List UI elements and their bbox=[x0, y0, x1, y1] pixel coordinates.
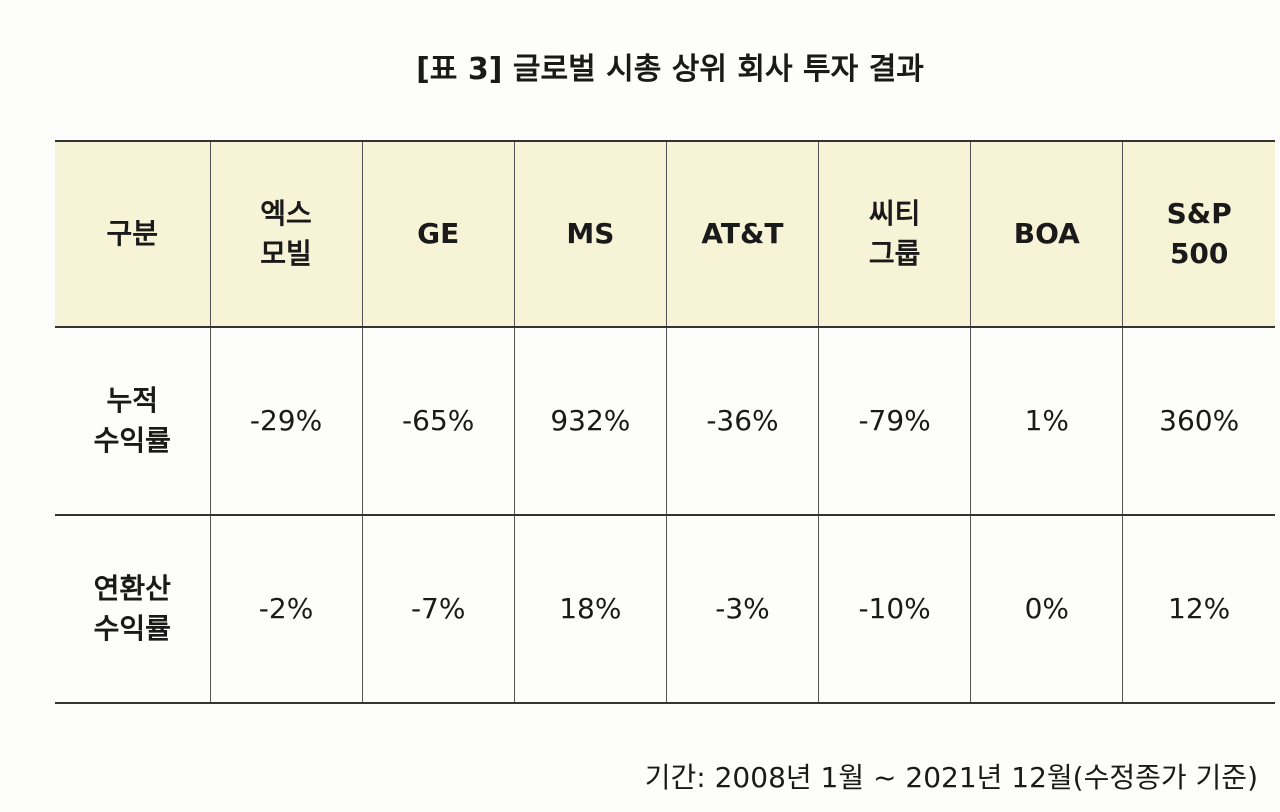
cell-line: 수익률 bbox=[93, 612, 171, 645]
cell-line: GE bbox=[417, 217, 460, 250]
header-cell: MS bbox=[513, 141, 667, 327]
cell-line: S&P bbox=[1166, 197, 1232, 230]
results-table: 구분 엑스 모빌 GE MS AT&T 씨티 그룹 BOA S&P 500 누적 수익률 -29% -65%… bbox=[55, 140, 1275, 704]
cell-line: 구분 bbox=[106, 217, 159, 250]
cell-line: 수익률 bbox=[93, 424, 171, 457]
table-title: [표 3] 글로벌 시총 상위 회사 투자 결과 bbox=[416, 52, 924, 87]
cell-line: 누적 bbox=[106, 384, 159, 417]
cell-line: BOA bbox=[1013, 217, 1080, 250]
value-cell: -3% bbox=[665, 515, 819, 703]
value-cell: 0% bbox=[970, 515, 1123, 703]
cell-line: 연환산 bbox=[93, 572, 171, 605]
value-cell: 1% bbox=[970, 327, 1123, 515]
data-row: 누적 수익률 -29% -65% 932% -36% -79% 1% 360% bbox=[55, 327, 1275, 515]
cell-line: 씨티 bbox=[868, 197, 921, 230]
header-cell: AT&T bbox=[665, 141, 819, 327]
header-cell: S&P 500 bbox=[1122, 141, 1275, 327]
cell-line: 그룹 bbox=[868, 237, 921, 270]
value-cell: 932% bbox=[513, 327, 667, 515]
value-cell: -7% bbox=[361, 515, 515, 703]
cell-line: 500 bbox=[1169, 237, 1229, 270]
value-cell: -2% bbox=[209, 515, 363, 703]
value-cell: -29% bbox=[209, 327, 363, 515]
cell-line: 모빌 bbox=[260, 237, 312, 270]
footnote: 기간: 2008년 1월 ~ 2021년 12월(수정종가 기준) bbox=[644, 761, 1258, 794]
value-cell: -65% bbox=[361, 327, 515, 515]
header-cell: BOA bbox=[970, 141, 1123, 327]
value-cell: -36% bbox=[665, 327, 819, 515]
cell-line: AT&T bbox=[701, 217, 784, 250]
header-cell: GE bbox=[361, 141, 515, 327]
header-cell: 구분 bbox=[55, 141, 210, 327]
value-cell: 12% bbox=[1122, 515, 1275, 703]
value-cell: 360% bbox=[1122, 327, 1275, 515]
data-row: 연환산 수익률 -2% -7% 18% -3% -10% 0% 12% bbox=[55, 515, 1275, 703]
value-cell: 18% bbox=[513, 515, 667, 703]
value-cell: -10% bbox=[818, 515, 971, 703]
cell-line: MS bbox=[566, 217, 615, 250]
value-cell: -79% bbox=[818, 327, 971, 515]
cell-line: 엑스 bbox=[260, 197, 312, 230]
